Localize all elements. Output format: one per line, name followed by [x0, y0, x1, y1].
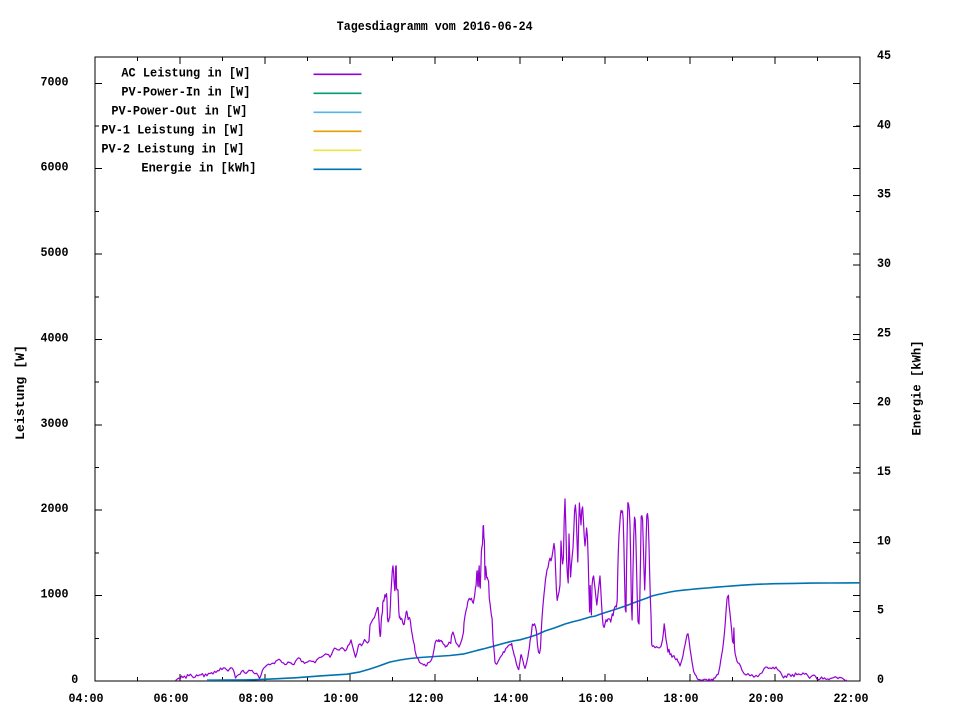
svg-text:PV-Power-In in [W]: PV-Power-In in [W]	[121, 84, 250, 99]
svg-text:12:00: 12:00	[409, 691, 444, 706]
svg-text:15: 15	[877, 464, 891, 479]
svg-text:4000: 4000	[41, 330, 69, 345]
svg-text:3000: 3000	[41, 416, 69, 431]
svg-text:1000: 1000	[41, 587, 69, 602]
svg-text:Energie [kWh]: Energie [kWh]	[910, 341, 925, 436]
svg-text:0: 0	[71, 672, 78, 687]
svg-text:Tagesdiagramm vom 2016-06-24: Tagesdiagramm vom 2016-06-24	[337, 19, 533, 34]
svg-text:40: 40	[877, 117, 891, 132]
svg-text:14:00: 14:00	[494, 691, 529, 706]
svg-text:0: 0	[877, 672, 884, 687]
svg-text:2000: 2000	[41, 501, 69, 516]
svg-text:Energie in [kWh]: Energie in [kWh]	[141, 160, 256, 175]
svg-text:20:00: 20:00	[749, 691, 784, 706]
svg-text:PV-2 Leistung in [W]: PV-2 Leistung in [W]	[101, 141, 244, 156]
svg-text:AC Leistung in [W]: AC Leistung in [W]	[121, 65, 250, 80]
svg-text:06:00: 06:00	[154, 691, 189, 706]
svg-text:Leistung [W]: Leistung [W]	[13, 345, 28, 440]
svg-text:04:00: 04:00	[69, 691, 104, 706]
svg-text:45: 45	[877, 48, 891, 63]
svg-text:25: 25	[877, 325, 891, 340]
svg-text:16:00: 16:00	[579, 691, 614, 706]
svg-text:08:00: 08:00	[239, 691, 274, 706]
svg-text:35: 35	[877, 187, 891, 202]
svg-text:6000: 6000	[41, 160, 69, 175]
svg-text:22:00: 22:00	[834, 691, 869, 706]
svg-text:10: 10	[877, 533, 891, 548]
svg-text:7000: 7000	[41, 74, 69, 89]
svg-text:20: 20	[877, 395, 891, 410]
svg-text:18:00: 18:00	[664, 691, 699, 706]
svg-text:PV-1 Leistung in [W]: PV-1 Leistung in [W]	[101, 122, 244, 137]
svg-text:PV-Power-Out in [W]: PV-Power-Out in [W]	[111, 103, 247, 118]
svg-text:10:00: 10:00	[324, 691, 359, 706]
svg-text:5: 5	[877, 603, 884, 618]
svg-text:30: 30	[877, 256, 891, 271]
svg-text:5000: 5000	[41, 245, 69, 260]
